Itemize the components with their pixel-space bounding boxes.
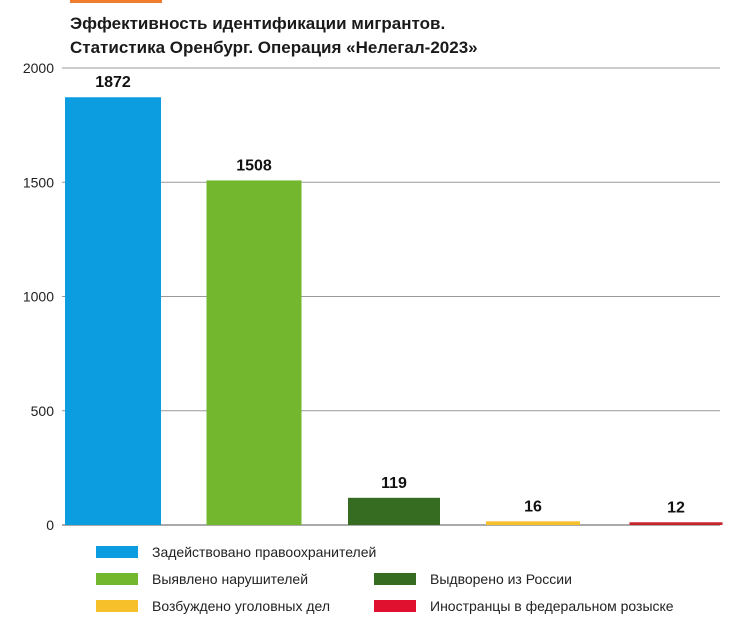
bar-value-label: 119 <box>381 475 407 492</box>
y-tick-label: 0 <box>46 517 54 533</box>
bar <box>206 180 302 525</box>
chart-title: Эффективность идентификации мигрантов. С… <box>70 12 730 60</box>
bar-value-label: 12 <box>667 499 685 516</box>
bar <box>486 521 580 525</box>
value-labels: 1872 1508 119 16 12 <box>95 74 685 516</box>
bar-value-label: 16 <box>524 498 542 515</box>
chart-title-line2: Статистика Оренбург. Операция «Нелегал-2… <box>70 38 478 57</box>
y-tick-label: 1500 <box>23 174 54 190</box>
y-tick-label: 1000 <box>23 289 54 305</box>
bar-value-label: 1872 <box>95 74 131 91</box>
chart-title-line1: Эффективность идентификации мигрантов. <box>70 14 446 33</box>
accent-bar <box>70 0 162 3</box>
bar <box>629 522 723 525</box>
bars <box>65 97 723 526</box>
y-axis-ticks: 0 500 1000 1500 2000 <box>23 60 54 533</box>
bar <box>65 97 161 526</box>
y-tick-label: 2000 <box>23 60 54 76</box>
bar <box>348 497 440 525</box>
bar-value-label: 1508 <box>236 157 272 174</box>
y-tick-label: 500 <box>31 403 55 419</box>
